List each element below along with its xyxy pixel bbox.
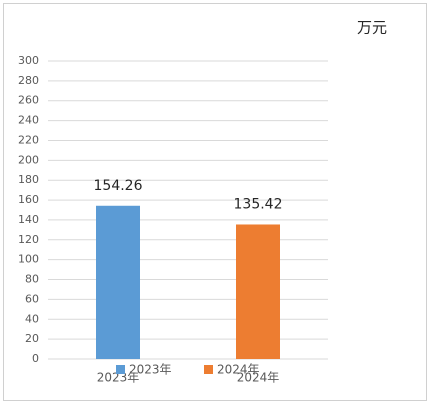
legend-swatch [116,365,125,374]
y-tick-label: 120 [18,233,39,246]
x-tick-label: 2024年 [237,371,280,385]
y-tick-label: 240 [18,114,39,127]
y-tick-label: 20 [25,332,39,345]
y-tick-label: 220 [18,133,39,146]
y-tick-label: 100 [18,253,39,266]
y-tick-label: 160 [18,193,39,206]
legend-label: 2024年 [217,363,260,377]
bar [96,205,140,359]
unit-label: 万元 [357,19,387,37]
y-tick-label: 80 [25,273,39,286]
y-tick-label: 260 [18,94,39,107]
legend-label: 2023年 [129,363,172,377]
y-tick-label: 280 [18,74,39,87]
legend-swatch [204,365,213,374]
bar [236,224,280,359]
data-label: 154.26 [94,178,143,194]
y-tick-label: 180 [18,173,39,186]
y-tick-label: 200 [18,153,39,166]
y-tick-label: 60 [25,292,39,305]
x-tick-label: 2023年 [97,371,140,385]
y-tick-label: 300 [18,54,39,67]
chart-border [3,3,427,401]
y-tick-label: 40 [25,312,39,325]
data-label: 135.42 [234,196,283,212]
y-tick-label: 140 [18,213,39,226]
y-tick-label: 0 [32,352,39,365]
